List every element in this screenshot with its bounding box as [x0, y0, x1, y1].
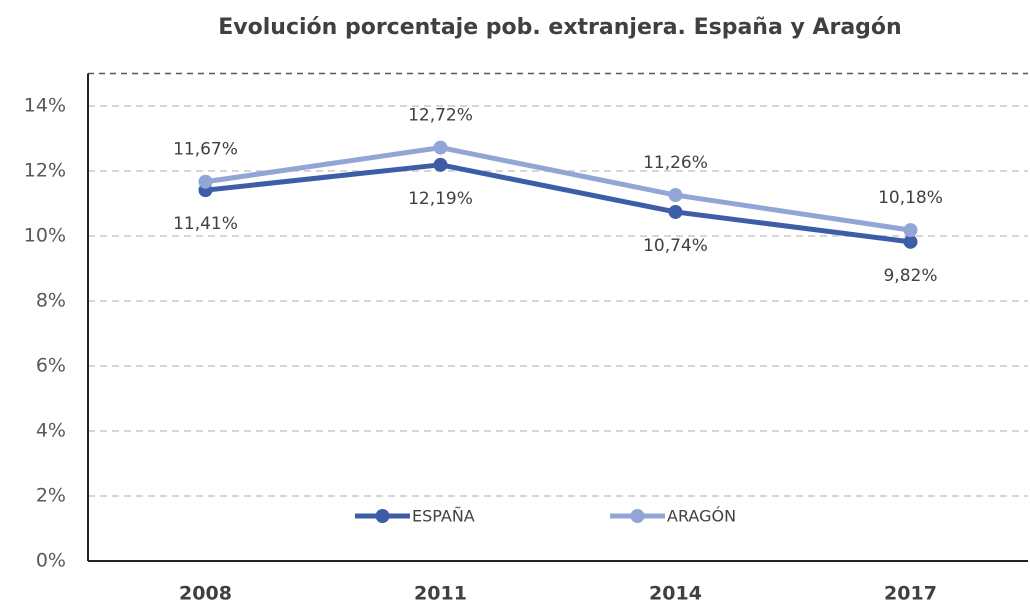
series-line [205, 162, 911, 245]
data-label: 10,74% [643, 236, 708, 256]
x-tick-label: 2017 [884, 583, 937, 604]
chart-title: Evolución porcentaje pob. extranjera. Es… [218, 15, 901, 40]
y-tick-label: 8% [36, 290, 66, 312]
data-label: 12,72% [408, 106, 473, 126]
legend-label: ARAGÓN [667, 507, 736, 526]
data-label: 10,18% [878, 188, 943, 208]
x-tick-label: 2011 [414, 583, 467, 604]
series-line [205, 145, 911, 233]
marker [433, 140, 448, 155]
data-label: 11,26% [643, 153, 708, 173]
marker [668, 204, 683, 219]
y-tick-label: 0% [36, 550, 66, 572]
y-tick-label: 10% [24, 225, 66, 247]
marker [668, 188, 683, 203]
y-tick-label: 6% [36, 355, 66, 377]
y-tick-label: 2% [36, 485, 66, 507]
x-tick-label: 2014 [649, 583, 702, 604]
marker [903, 234, 918, 249]
marker [198, 174, 213, 189]
marker [433, 157, 448, 172]
marker [903, 223, 918, 238]
y-tick-label: 12% [24, 160, 66, 182]
data-label: 9,82% [883, 266, 937, 286]
legend-marker [375, 509, 390, 523]
data-label: 11,41% [173, 214, 238, 234]
x-tick-label: 2008 [179, 583, 232, 604]
y-tick-label: 4% [36, 420, 66, 442]
y-tick-label: 14% [24, 95, 66, 117]
legend-marker [630, 509, 645, 523]
data-label: 12,19% [408, 189, 473, 209]
legend-label: ESPAÑA [412, 507, 475, 526]
data-label: 11,67% [173, 140, 238, 160]
